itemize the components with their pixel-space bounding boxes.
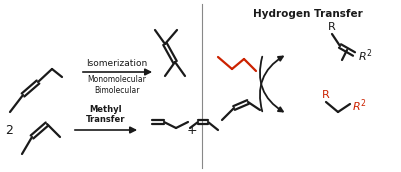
FancyArrowPatch shape <box>260 57 283 111</box>
Text: Isomerization: Isomerization <box>86 59 148 68</box>
Text: Hydrogen Transfer: Hydrogen Transfer <box>253 9 363 19</box>
Text: +: + <box>187 123 197 137</box>
FancyArrowPatch shape <box>260 56 283 111</box>
Text: $R^2$: $R^2$ <box>352 98 367 114</box>
Text: Methyl
Transfer: Methyl Transfer <box>86 105 126 124</box>
Text: $R^2$: $R^2$ <box>358 48 373 64</box>
Text: Monomolecular
Bimolecular: Monomolecular Bimolecular <box>87 75 146 95</box>
Text: R: R <box>328 22 336 32</box>
Text: R: R <box>322 90 330 100</box>
Text: 2: 2 <box>5 123 13 137</box>
